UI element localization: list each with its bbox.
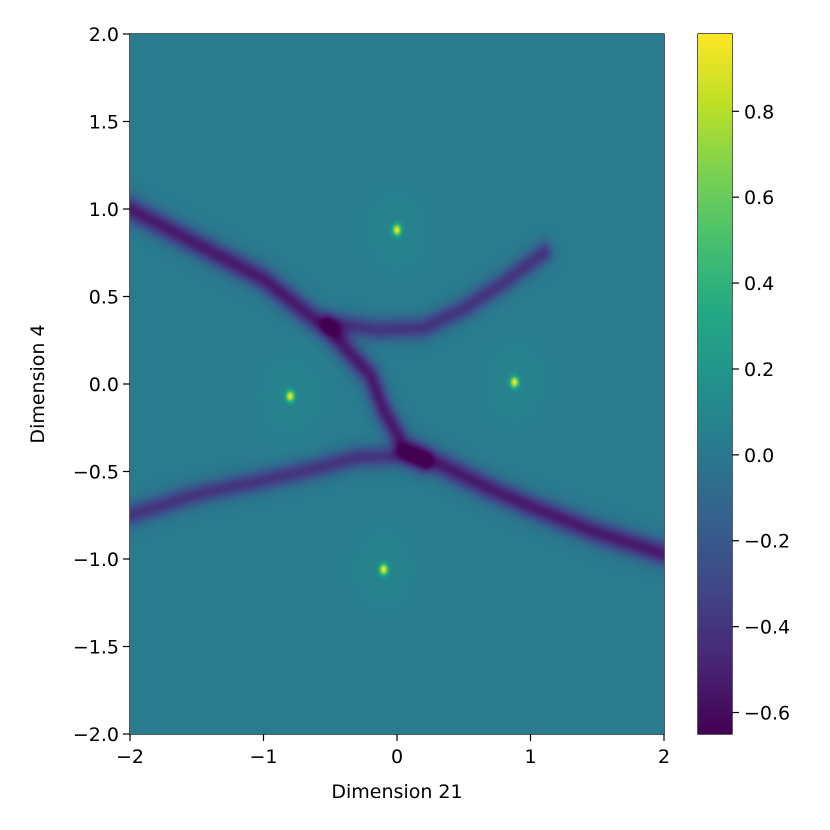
colorbar-ticks: 0.8 0.6 0.4 0.2 0.0 −0.2 −0.4 −0.6 — [732, 101, 790, 725]
colorbar-tick-label: 0.2 — [744, 359, 774, 381]
colorbar-tick-label: 0.6 — [744, 187, 774, 209]
colorbar-tick-label: 0.0 — [744, 445, 774, 467]
colorbar-tick-label: −0.4 — [744, 617, 790, 639]
x-tick-label: 1 — [524, 746, 536, 768]
y-tick-label: 1.0 — [89, 199, 119, 221]
y-tick-label: −0.5 — [73, 462, 119, 484]
colorbar-tick-label: 0.4 — [744, 273, 774, 295]
y-axis-ticks: 2.0 1.5 1.0 0.5 0.0 −0.5 −1.0 −1.5 −2.0 — [73, 24, 130, 746]
y-tick-label: −1.5 — [73, 637, 119, 659]
y-tick-label: 0.0 — [89, 374, 119, 396]
x-tick-label: 2 — [658, 746, 670, 768]
x-axis-ticks: −2 −1 0 1 2 — [116, 734, 670, 768]
colorbar-tick-label: −0.2 — [744, 531, 790, 553]
y-tick-label: −1.0 — [73, 549, 119, 571]
colorbar — [698, 34, 732, 734]
x-tick-label: −1 — [249, 746, 277, 768]
colorbar-tick-label: 0.8 — [744, 101, 774, 123]
colorbar-tick-label: −0.6 — [744, 703, 790, 725]
y-axis-label: Dimension 4 — [27, 324, 49, 443]
y-tick-label: 2.0 — [89, 24, 119, 46]
y-tick-label: 1.5 — [89, 112, 119, 134]
y-tick-label: −2.0 — [73, 724, 119, 746]
y-tick-label: 0.5 — [89, 287, 119, 309]
x-axis-label: Dimension 21 — [331, 781, 462, 803]
heatmap-plot-area — [130, 34, 664, 734]
x-tick-label: 0 — [391, 746, 403, 768]
x-tick-label: −2 — [116, 746, 144, 768]
